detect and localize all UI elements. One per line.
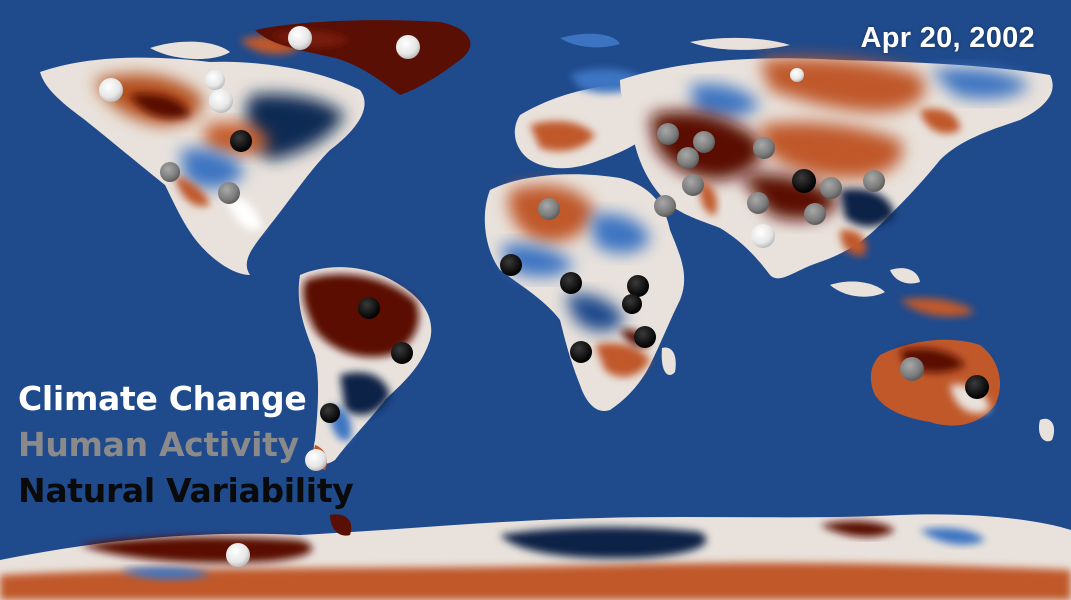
antarctica [0,514,1071,600]
marker-human-activity [160,123,924,381]
markers [99,26,989,567]
marker-climate-change [99,26,804,567]
africa [484,174,685,411]
date-label: Apr 20, 2002 [860,22,1035,54]
legend-item-human-activity: Human Activity [18,425,299,464]
legend-item-climate-change: Climate Change [18,379,307,418]
legend: Climate Change Human Activity Natural Va… [18,376,354,514]
legend-item-natural-variability: Natural Variability [18,471,354,510]
southeast-asia-islands [830,268,975,317]
marker-natural-variability [230,130,989,423]
madagascar [661,347,676,375]
